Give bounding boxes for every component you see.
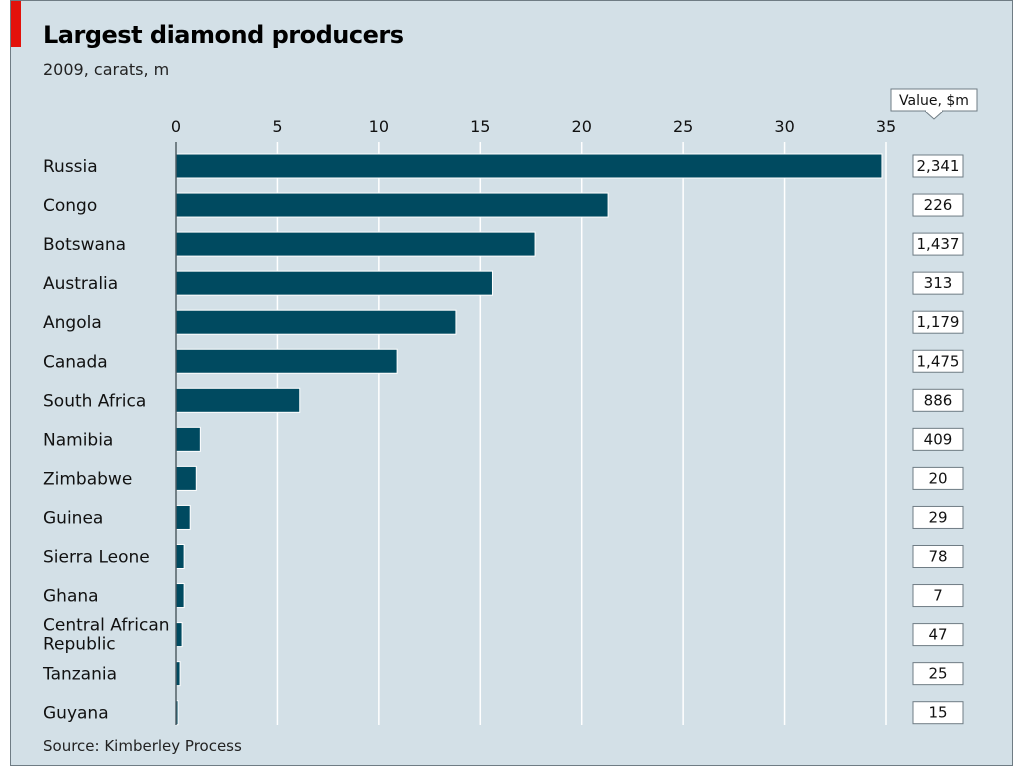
category-label: Russia bbox=[43, 157, 98, 177]
value-box bbox=[912, 271, 964, 295]
value-label: 2,341 bbox=[917, 157, 960, 175]
category-label: Tanzania bbox=[42, 665, 117, 685]
bar bbox=[175, 192, 609, 218]
value-label: 226 bbox=[924, 196, 953, 214]
bar bbox=[175, 387, 301, 413]
bar bbox=[175, 348, 398, 374]
bar bbox=[175, 231, 536, 257]
category-label: South Africa bbox=[43, 391, 146, 411]
x-tick-label: 5 bbox=[272, 117, 282, 136]
bar bbox=[175, 622, 183, 648]
value-label: 1,179 bbox=[917, 313, 960, 331]
bar bbox=[175, 270, 493, 296]
category-label: Botswana bbox=[43, 235, 126, 255]
chart-subtitle: 2009, carats, m bbox=[43, 60, 170, 79]
category-label: Zimbabwe bbox=[43, 469, 132, 489]
value-box bbox=[912, 232, 964, 256]
value-box bbox=[912, 584, 964, 608]
bar bbox=[175, 153, 883, 179]
bar bbox=[175, 465, 197, 491]
x-tick-label: 10 bbox=[369, 117, 389, 136]
category-label: Sierra Leone bbox=[43, 548, 150, 568]
value-box bbox=[912, 466, 964, 490]
category-label: Congo bbox=[43, 196, 97, 216]
value-box bbox=[912, 505, 964, 529]
bar bbox=[175, 426, 201, 452]
value-box bbox=[912, 310, 964, 334]
category-label: Guyana bbox=[43, 704, 109, 724]
chart-title: Largest diamond producers bbox=[43, 21, 404, 49]
value-label: 15 bbox=[928, 704, 947, 722]
value-label: 47 bbox=[928, 626, 947, 644]
value-box bbox=[912, 349, 964, 373]
value-label: 1,437 bbox=[917, 235, 960, 253]
value-box bbox=[912, 193, 964, 217]
x-tick-label: 30 bbox=[774, 117, 794, 136]
value-box bbox=[912, 388, 964, 412]
category-label: Angola bbox=[43, 313, 102, 333]
value-label: 409 bbox=[924, 430, 953, 448]
value-box bbox=[912, 427, 964, 451]
x-tick-label: 25 bbox=[673, 117, 693, 136]
x-tick-label: 0 bbox=[171, 117, 181, 136]
value-label: 20 bbox=[928, 469, 947, 487]
category-label: Central African Republic bbox=[43, 616, 170, 655]
brand-tag bbox=[11, 1, 21, 47]
value-label: 78 bbox=[928, 548, 947, 566]
value-box bbox=[912, 154, 964, 178]
bar bbox=[175, 309, 457, 335]
value-header-label: Value, $m bbox=[899, 93, 969, 109]
bar bbox=[175, 583, 185, 609]
value-label: 886 bbox=[924, 391, 953, 409]
value-label: 1,475 bbox=[917, 352, 960, 370]
category-label: Canada bbox=[43, 352, 108, 372]
value-header-pointer bbox=[924, 110, 944, 120]
value-box bbox=[912, 701, 964, 725]
value-label: 7 bbox=[933, 587, 943, 605]
category-label: Namibia bbox=[43, 430, 113, 450]
value-box bbox=[912, 545, 964, 568]
chart-frame: Largest diamond producers 2009, carats, … bbox=[10, 0, 1013, 766]
source-note: Source: Kimberley Process bbox=[43, 737, 242, 755]
value-label: 29 bbox=[928, 508, 947, 526]
category-label: Guinea bbox=[43, 508, 103, 528]
x-tick-label: 20 bbox=[572, 117, 592, 136]
category-label: Ghana bbox=[43, 587, 99, 607]
x-tick-label: 15 bbox=[470, 117, 490, 136]
value-box bbox=[912, 662, 964, 686]
bar bbox=[175, 544, 185, 569]
category-label: Australia bbox=[43, 274, 118, 294]
value-label: 313 bbox=[924, 274, 953, 292]
value-label: 25 bbox=[928, 665, 947, 683]
x-tick-label: 35 bbox=[876, 117, 896, 136]
bar bbox=[175, 504, 191, 530]
value-box bbox=[912, 623, 964, 647]
